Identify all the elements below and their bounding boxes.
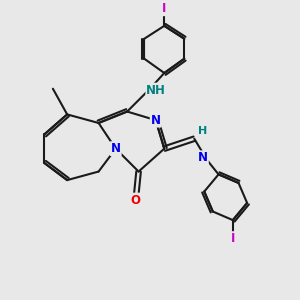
Text: N: N xyxy=(151,114,161,127)
Text: H: H xyxy=(198,126,207,136)
Text: N: N xyxy=(198,151,208,164)
Text: NH: NH xyxy=(146,84,166,97)
Text: I: I xyxy=(162,2,166,15)
Text: O: O xyxy=(131,194,141,207)
Text: N: N xyxy=(111,142,121,155)
Text: I: I xyxy=(231,232,235,245)
